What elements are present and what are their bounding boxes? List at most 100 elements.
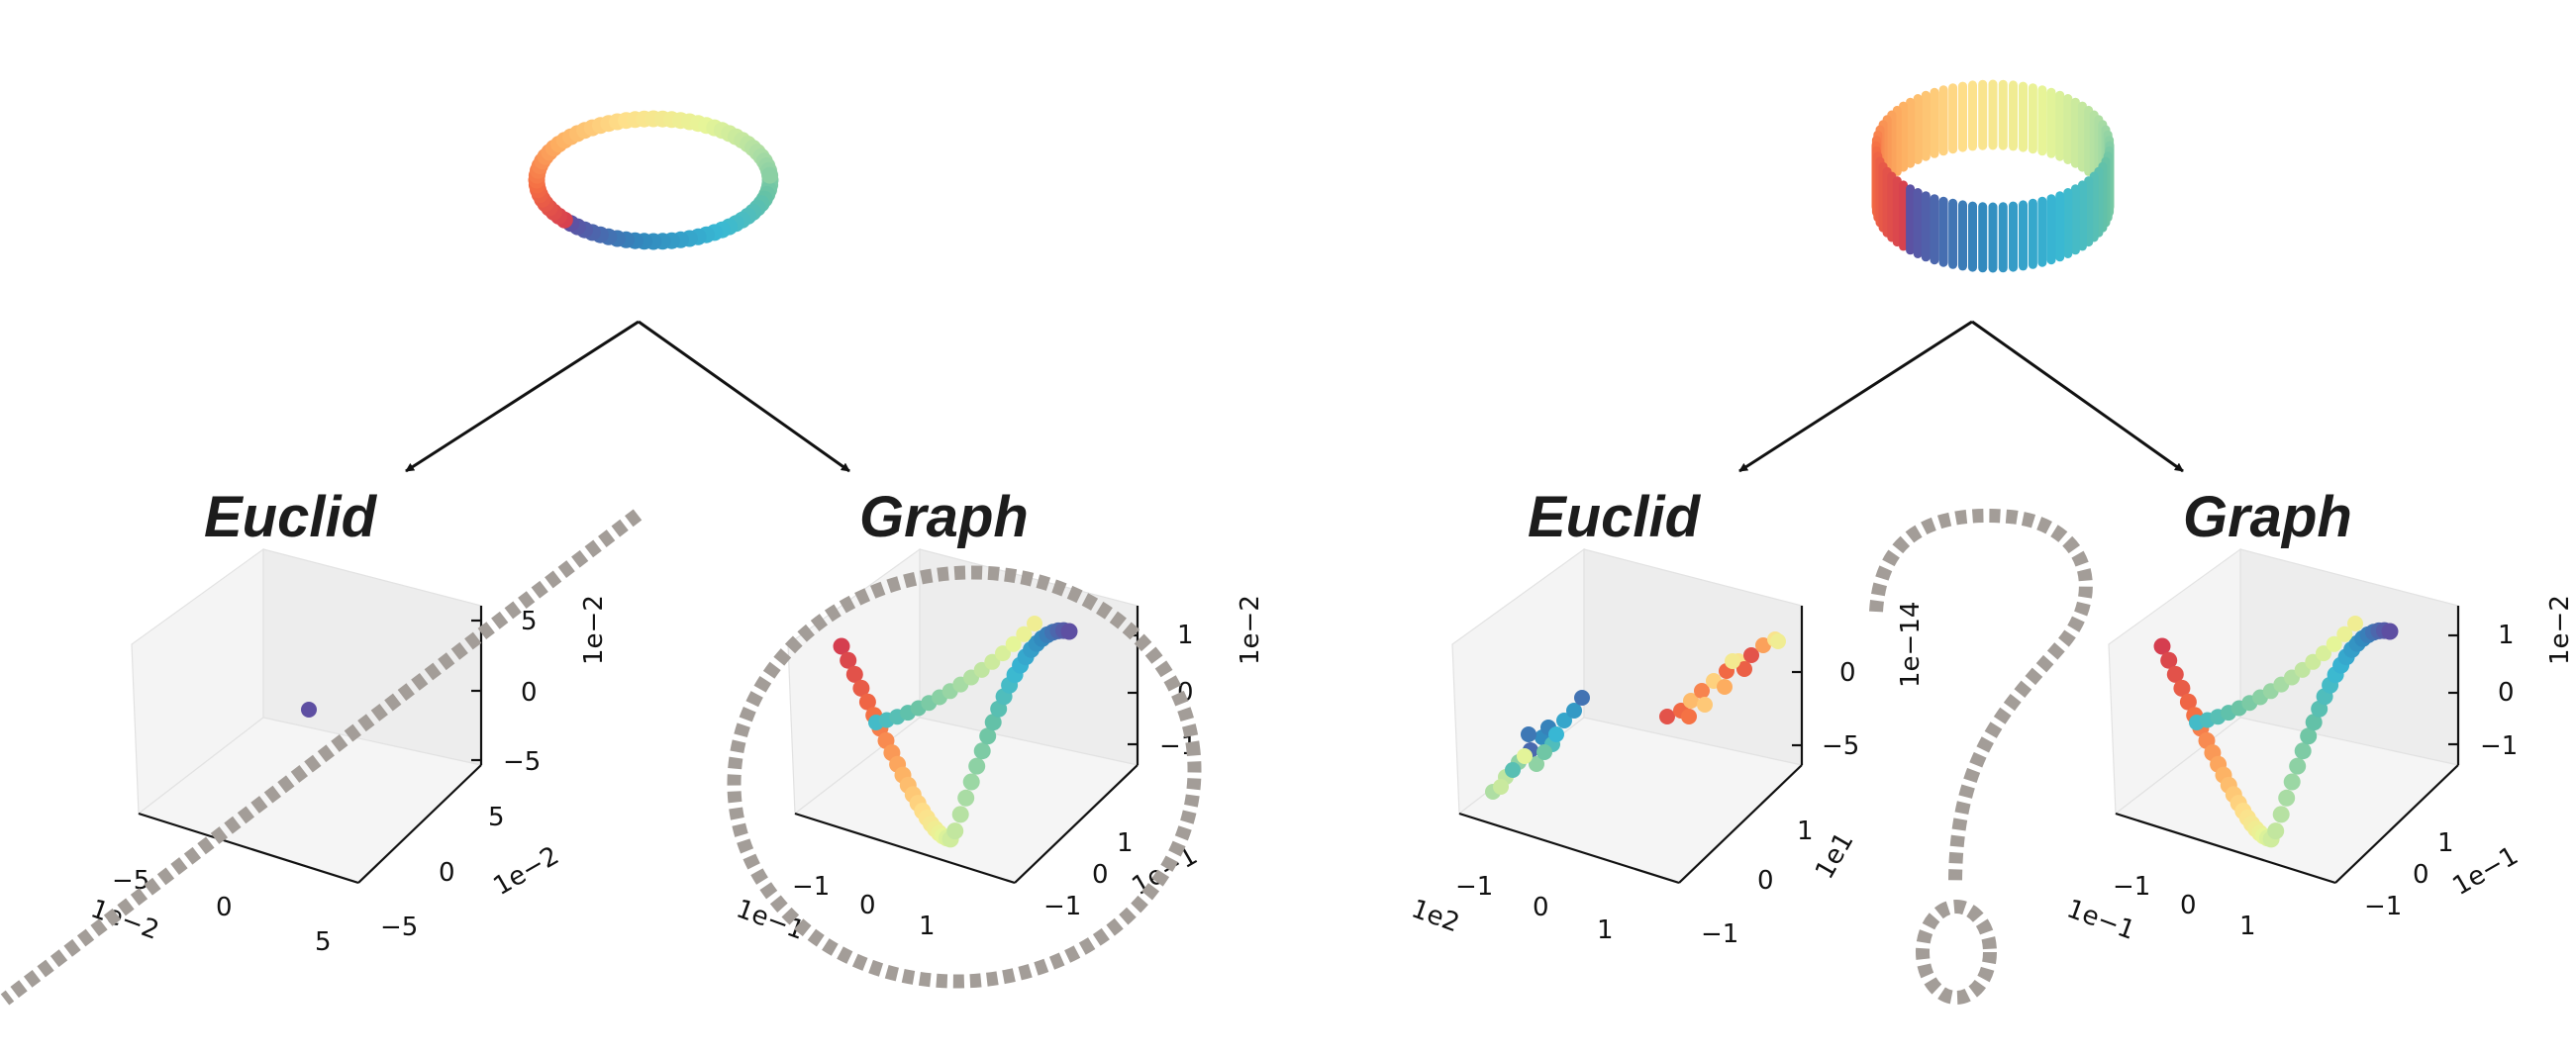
y-tick-label: 1: [1797, 817, 1814, 846]
curve-point: [1005, 635, 1022, 652]
z-tick-label: −5: [503, 747, 541, 777]
strikethrough-line: [0, 509, 643, 1006]
y-tick-label: −1: [1701, 919, 1738, 949]
arrows-right: [1738, 320, 2184, 473]
curve-point: [995, 645, 1011, 662]
x-tick-label: 1: [919, 912, 936, 941]
y-axis-offset: 1e−1: [1128, 841, 1203, 902]
x-axis-ticks: −1 0 1 1e−1: [733, 872, 936, 946]
x-axis-offset: 1e−1: [2063, 894, 2139, 945]
curve-point: [2173, 679, 2191, 697]
z-tick-label: 5: [521, 607, 538, 636]
x-axis-line: [1458, 812, 1680, 885]
scatter-point: [1556, 713, 1572, 728]
y-tick-label: 1: [1117, 828, 1134, 858]
scatter-point: [1529, 756, 1544, 772]
scatter-point: [1717, 679, 1733, 695]
curve-point: [1016, 626, 1033, 642]
x-axis-offset: 1e−1: [733, 894, 809, 945]
curve-point: [2160, 651, 2178, 669]
collapsed-scatter: [1485, 631, 1786, 800]
y-axis-offset: 1e1: [1810, 827, 1860, 885]
curve-point: [979, 727, 997, 745]
curve-point: [2272, 806, 2290, 823]
curve-point: [2289, 757, 2307, 775]
y-axis-line: [357, 764, 482, 884]
z-axis-ticks: 5 0 −5 1e−2: [471, 595, 609, 777]
ring-manifold-left: [528, 110, 779, 250]
y-axis-line: [2334, 764, 2459, 884]
curve-point: [1027, 616, 1042, 631]
arrow-to-left-euclid: [405, 320, 640, 473]
curve-point: [962, 773, 980, 791]
panel-right-graph: 1 0 −1 1e−2 1 0 −1 1e−1 −1 0 1 1e−1: [2063, 547, 2575, 946]
arrow-to-right-graph: [1971, 320, 2184, 473]
curve-point: [2294, 742, 2312, 760]
curve-point: [858, 693, 876, 711]
scatter-point: [1755, 637, 1771, 653]
scatter-point: [1770, 633, 1786, 649]
x-tick-label: −1: [2113, 872, 2150, 902]
y-axis-line: [1678, 764, 1803, 884]
curve-point: [2316, 645, 2331, 662]
curve-point: [957, 789, 975, 807]
scatter-point: [1505, 762, 1521, 778]
x-axis-ticks: −1 0 1 1e2: [1408, 872, 1614, 945]
x-tick-label: 0: [1533, 893, 1549, 922]
curve-point: [2283, 773, 2301, 791]
z-axis-offset: 1e−2: [2545, 595, 2575, 665]
z-axis-ticks: 0 −5 1e−14: [1792, 602, 1926, 761]
highlight-ellipse: [727, 565, 1202, 989]
z-axis-ticks: 1 0 −1 1e−2: [1128, 595, 1265, 761]
curve-point: [2347, 616, 2363, 631]
y-tick-label: 5: [488, 803, 505, 832]
scatter-point: [1694, 683, 1710, 699]
x-axis-line: [794, 812, 1016, 885]
scatter-point: [1493, 779, 1509, 795]
y-tick-label: 1: [2437, 828, 2454, 858]
curve-point: [2179, 693, 2197, 711]
scatter-point: [1743, 647, 1759, 663]
x-tick-label: 0: [859, 891, 876, 920]
curve-point: [2381, 623, 2399, 640]
scatter-point: [1697, 697, 1713, 713]
curve-point: [2166, 665, 2184, 683]
y-axis-line: [1014, 764, 1139, 884]
x-tick-label: 0: [216, 893, 233, 922]
arrow-to-right-euclid: [1738, 320, 1973, 473]
curve-point: [984, 714, 1002, 731]
scatter-point: [1548, 726, 1564, 742]
scatter-point: [1536, 744, 1552, 760]
z-axis-ticks: 1 0 −1 1e−2: [2448, 595, 2575, 761]
curve-point: [2305, 653, 2322, 670]
ring-point: [761, 166, 779, 184]
scatter-point: [1681, 709, 1697, 724]
scatter-point: [1683, 693, 1699, 709]
y-axis-ticks: 1 0 −1 1e−1: [1043, 828, 1203, 921]
x-axis-line: [2115, 812, 2336, 885]
z-tick-label: −5: [1822, 731, 1859, 761]
curve-point: [840, 651, 857, 669]
z-axis-offset: 1e−2: [579, 595, 609, 665]
label-right-euclid: Euclid: [1528, 485, 1702, 549]
arrows-left: [405, 320, 850, 473]
embedded-curve: [833, 616, 1078, 848]
x-tick-label: −1: [792, 872, 830, 902]
x-tick-label: 1: [1597, 915, 1614, 945]
y-tick-label: 0: [1092, 860, 1109, 890]
curve-point: [951, 806, 969, 823]
arrow-to-left-graph: [638, 320, 850, 473]
scatter-point: [1736, 661, 1752, 677]
curve-point: [946, 822, 964, 840]
y-tick-label: −5: [380, 913, 418, 942]
scatter-point: [1574, 690, 1590, 706]
y-tick-label: −1: [2364, 892, 2402, 921]
z-tick-label: 1: [1177, 621, 1194, 650]
x-tick-label: −5: [112, 866, 149, 896]
panel-left-graph: 1 0 −1 1e−2 1 0 −1 1e−1 −1 0 1 1e−1: [733, 547, 1265, 946]
x-tick-label: 0: [2180, 891, 2197, 920]
y-tick-label: 0: [1757, 866, 1774, 896]
curve-point: [2300, 727, 2318, 745]
z-tick-label: 0: [1839, 658, 1856, 688]
curve-point: [2326, 635, 2342, 652]
